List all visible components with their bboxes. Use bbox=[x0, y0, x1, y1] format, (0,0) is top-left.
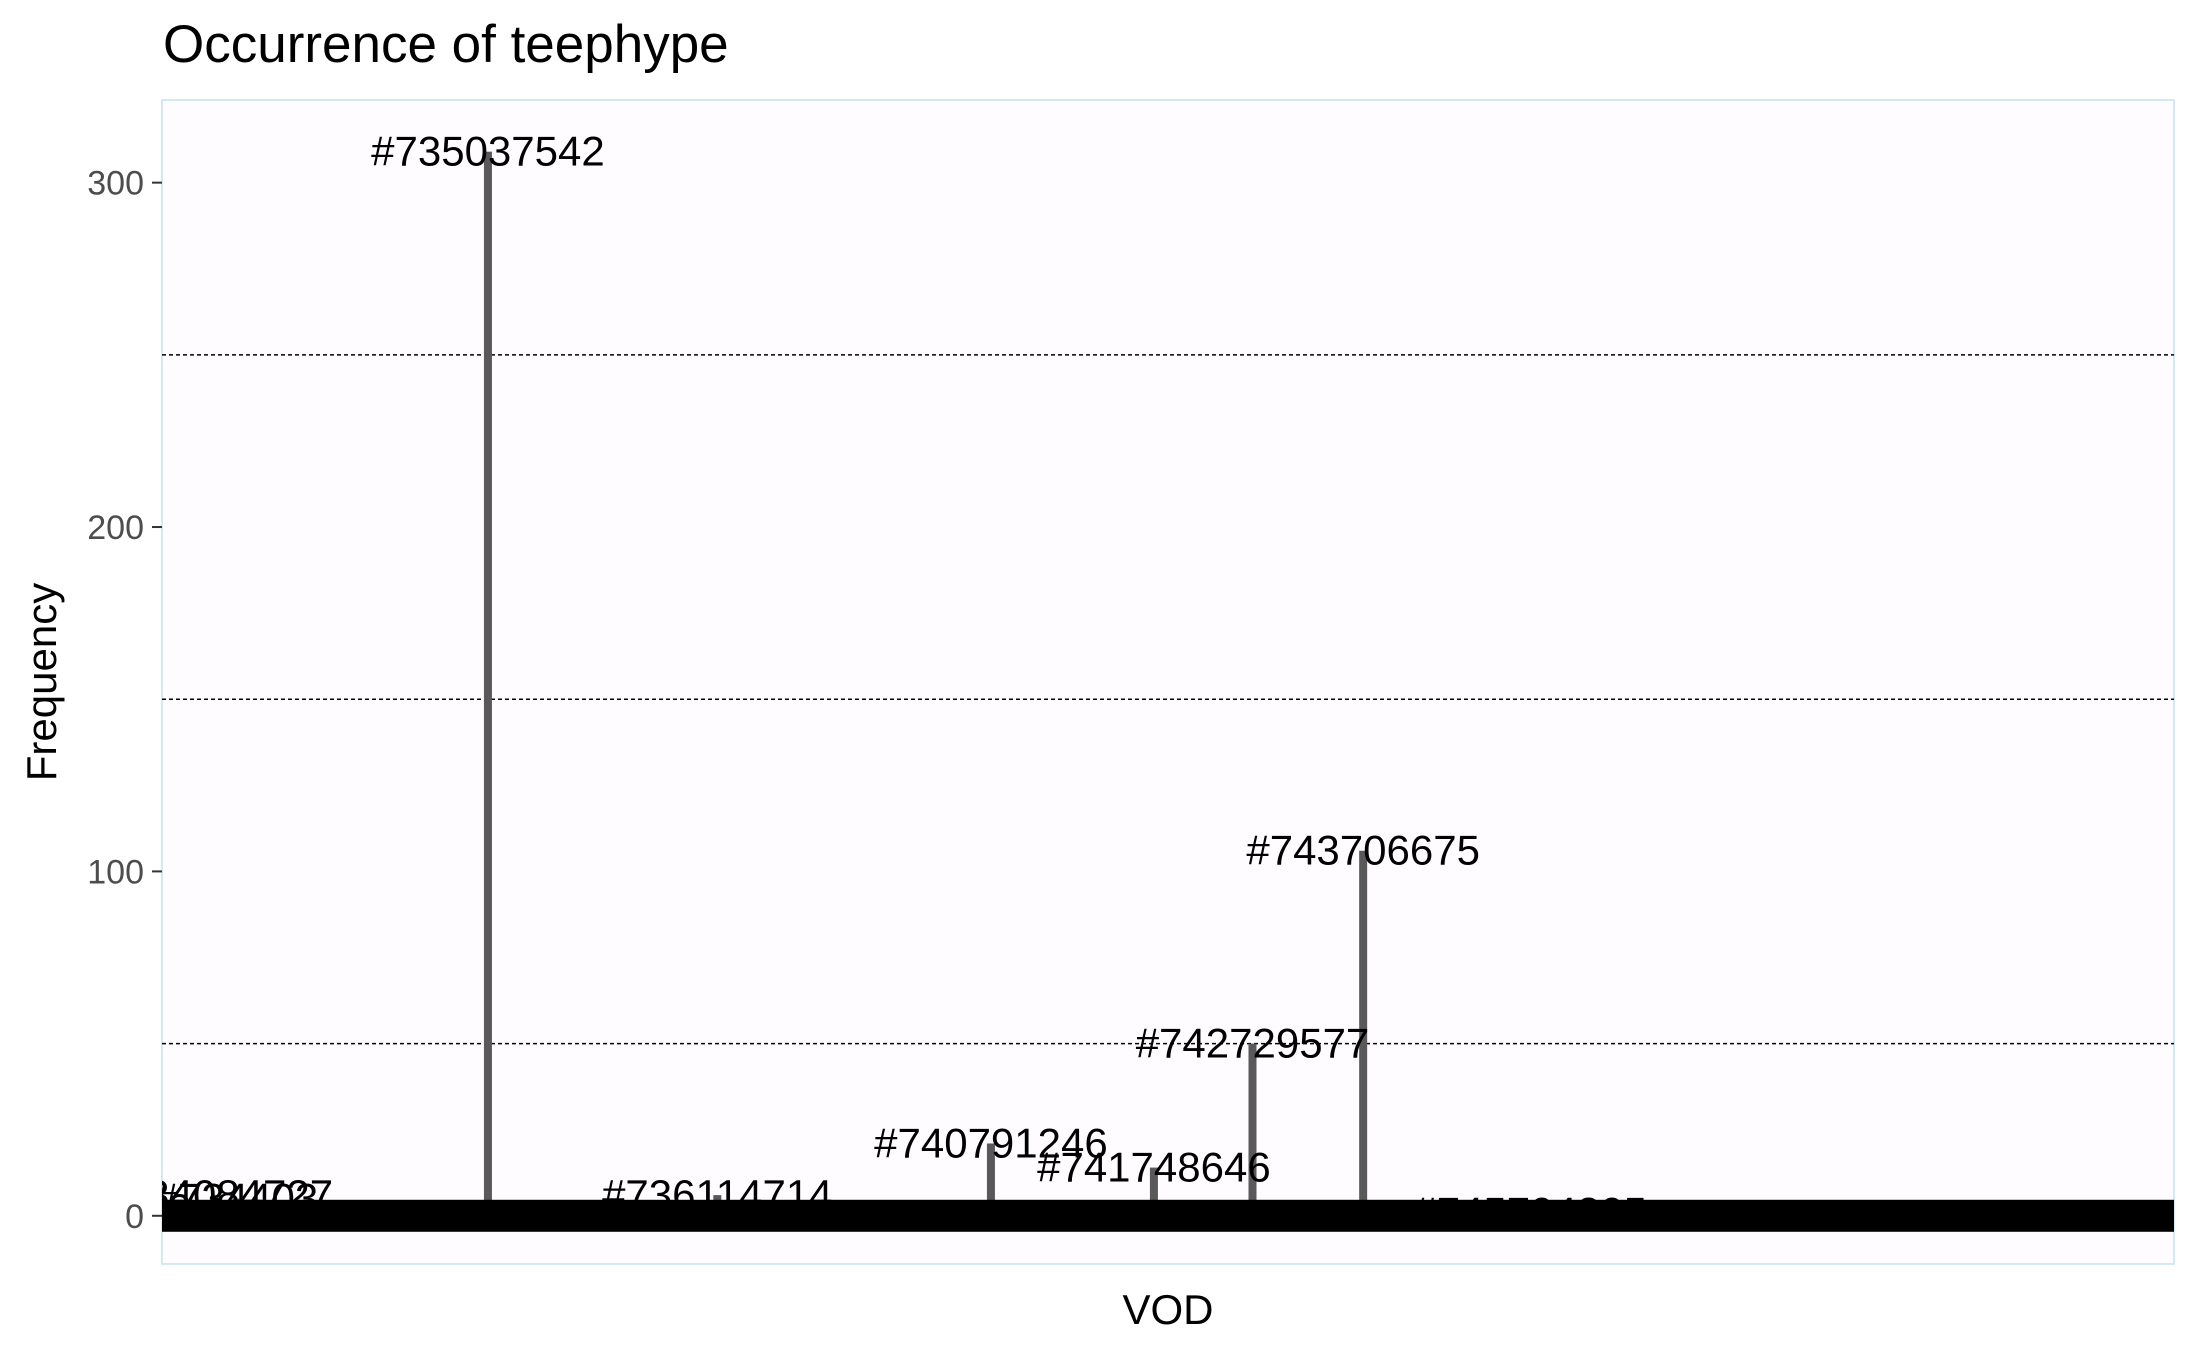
bar-label-7: #742729577 bbox=[1136, 1020, 1370, 1067]
baseline-band bbox=[162, 1199, 2174, 1232]
bar-7 bbox=[1248, 1043, 1257, 1216]
bar-label-3: #735037542 bbox=[371, 128, 605, 175]
y-tick-label-200: 200 bbox=[87, 509, 144, 547]
y-axis: 0 100 200 300 bbox=[87, 165, 162, 1236]
bar-8 bbox=[1359, 850, 1368, 1216]
y-axis-label: Frequency bbox=[18, 583, 65, 781]
bar-label-8: #743706675 bbox=[1246, 827, 1480, 874]
bar-label-2: #734403 bbox=[155, 1175, 319, 1222]
bar-label-0: #733... bbox=[98, 1185, 226, 1232]
grid-lines bbox=[162, 354, 2174, 1045]
x-axis-label: VOD bbox=[1122, 1286, 1213, 1333]
bar-label-6: #741748646 bbox=[1037, 1144, 1271, 1191]
data-labels: #733...#734084727#734403 #735037542 #73611… bbox=[98, 128, 1647, 1236]
bar-3 bbox=[483, 151, 492, 1216]
y-tick-label-300: 300 bbox=[87, 165, 144, 203]
chart-title: Occurrence of teephype bbox=[163, 15, 729, 74]
bar-label-9: #745704305 bbox=[1413, 1188, 1647, 1235]
y-tick-label-100: 100 bbox=[87, 853, 144, 891]
plot-panel bbox=[161, 99, 2175, 1265]
bar-label-5: #740791246 bbox=[874, 1119, 1108, 1166]
bar-label-4: #736114714 bbox=[602, 1171, 832, 1218]
bar-5 bbox=[986, 1143, 995, 1216]
baseline-band-rect bbox=[162, 1199, 2174, 1232]
bar-label-1: #734084727 bbox=[100, 1171, 334, 1218]
bar-6 bbox=[1149, 1167, 1158, 1216]
y-tick-label-0: 0 bbox=[125, 1198, 144, 1236]
